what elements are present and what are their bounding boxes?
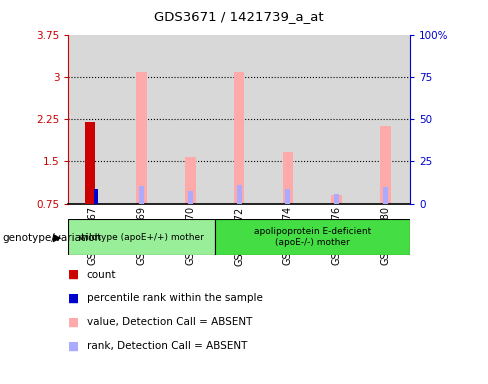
FancyBboxPatch shape — [215, 219, 410, 255]
Bar — [283, 152, 293, 204]
Bar — [188, 190, 193, 204]
Bar — [285, 189, 290, 204]
FancyBboxPatch shape — [68, 219, 215, 255]
Bar — [94, 189, 98, 204]
Text: rank, Detection Call = ABSENT: rank, Detection Call = ABSENT — [87, 341, 247, 351]
Text: ■: ■ — [68, 292, 80, 305]
Text: apolipoprotein E-deficient
(apoE-/-) mother: apolipoprotein E-deficient (apoE-/-) mot… — [254, 227, 371, 247]
Bar — [334, 194, 339, 204]
Bar — [215, 35, 264, 204]
Bar — [264, 35, 312, 204]
Bar — [361, 35, 410, 204]
Bar — [237, 185, 242, 204]
Bar — [85, 122, 95, 204]
Bar — [185, 157, 196, 204]
Bar — [331, 195, 342, 204]
Bar — [166, 35, 215, 204]
Bar — [139, 186, 144, 204]
Bar — [234, 72, 244, 204]
Text: ■: ■ — [68, 316, 80, 329]
Text: GDS3671 / 1421739_a_at: GDS3671 / 1421739_a_at — [154, 10, 324, 23]
Text: genotype/variation: genotype/variation — [2, 233, 102, 243]
Text: value, Detection Call = ABSENT: value, Detection Call = ABSENT — [87, 317, 252, 327]
Text: percentile rank within the sample: percentile rank within the sample — [87, 293, 263, 303]
Text: ■: ■ — [68, 268, 80, 281]
Bar — [312, 35, 361, 204]
Bar — [117, 35, 166, 204]
Text: ▶: ▶ — [53, 233, 61, 243]
Text: count: count — [87, 270, 116, 280]
Text: wildtype (apoE+/+) mother: wildtype (apoE+/+) mother — [79, 233, 204, 242]
Text: ■: ■ — [68, 339, 80, 353]
Bar — [68, 35, 117, 204]
Bar — [380, 126, 391, 204]
Bar — [136, 72, 147, 204]
Bar — [383, 187, 388, 204]
